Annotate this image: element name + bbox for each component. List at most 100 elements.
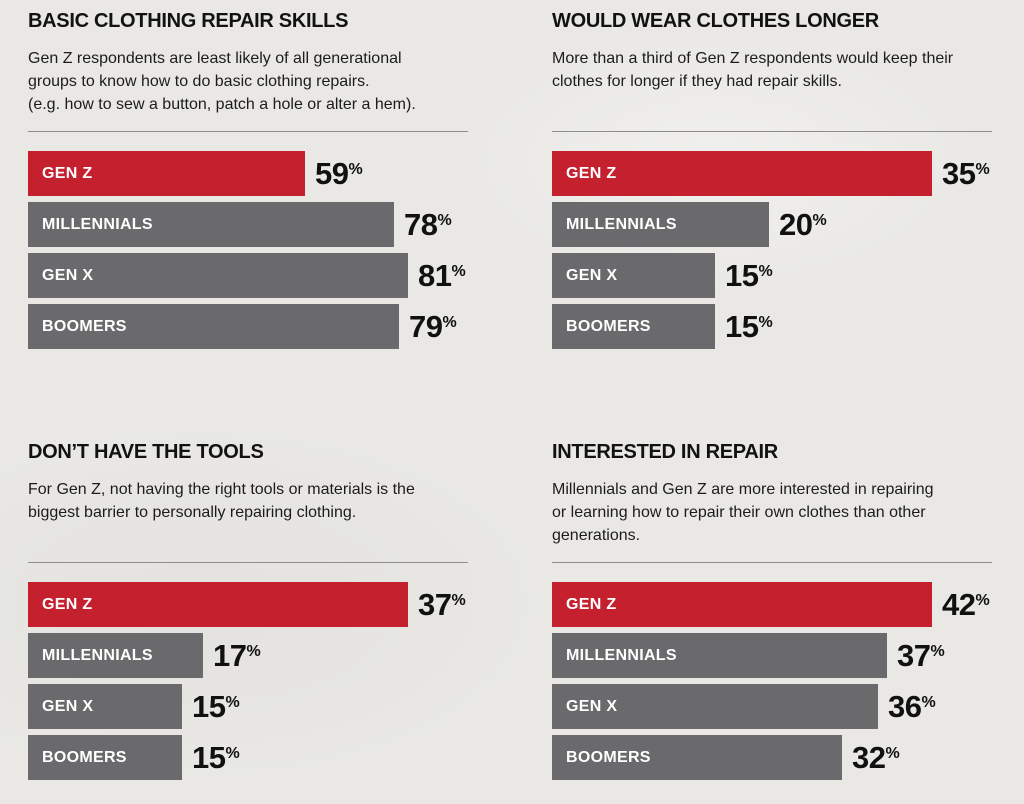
bar-millennials: MILLENNIALS [552, 202, 769, 247]
bar-chart: GEN Z 35% MILLENNIALS 20% GEN X 15% BOOM… [552, 151, 992, 355]
percent-sign: % [442, 313, 457, 331]
bar-label: GEN Z [42, 595, 93, 613]
bar-label: GEN X [566, 697, 618, 715]
percent-sign: % [437, 211, 452, 229]
bar-label: GEN X [566, 266, 618, 284]
chart-dont-have-the-tools: DON’T HAVE THE TOOLS For Gen Z, not havi… [28, 431, 468, 804]
bar-row-boomers: BOOMERS 15% [28, 735, 468, 780]
bar-label: BOOMERS [566, 748, 651, 766]
bar-value: 42% [942, 586, 990, 622]
percent-sign: % [921, 693, 936, 711]
bar-boomers: BOOMERS [28, 304, 399, 349]
bar-label: GEN Z [566, 164, 617, 182]
percent-sign: % [225, 693, 240, 711]
chart-description: Gen Z respondents are least likely of al… [28, 50, 416, 113]
bar-row-gen-z: GEN Z 35% [552, 151, 992, 196]
chart-interested-in-repair: INTERESTED IN REPAIR Millennials and Gen… [552, 431, 992, 804]
bar-row-gen-x: GEN X 15% [552, 253, 992, 298]
bar-chart: GEN Z 37% MILLENNIALS 17% GEN X 15% BOOM… [28, 582, 468, 786]
bar-gen-x: GEN X [552, 253, 715, 298]
bar-gen-z: GEN Z [28, 582, 408, 627]
bar-value: 20% [779, 206, 827, 242]
chart-title: BASIC CLOTHING REPAIR SKILLS [28, 10, 349, 32]
percent-sign: % [812, 211, 827, 229]
bar-label: MILLENNIALS [566, 646, 677, 664]
bar-boomers: BOOMERS [552, 735, 842, 780]
percent-sign: % [451, 262, 466, 280]
bar-label: GEN X [42, 697, 94, 715]
bar-boomers: BOOMERS [28, 735, 182, 780]
divider [28, 562, 468, 563]
bar-label: MILLENNIALS [42, 646, 153, 664]
chart-title: DON’T HAVE THE TOOLS [28, 441, 264, 463]
bar-row-gen-x: GEN X 81% [28, 253, 468, 298]
bar-row-boomers: BOOMERS 79% [28, 304, 468, 349]
percent-sign: % [758, 262, 773, 280]
bar-label: MILLENNIALS [566, 215, 677, 233]
bar-value: 37% [897, 637, 945, 673]
bar-boomers: BOOMERS [552, 304, 715, 349]
percent-sign: % [348, 160, 363, 178]
bar-row-boomers: BOOMERS 32% [552, 735, 992, 780]
bar-value: 35% [942, 155, 990, 191]
bar-row-boomers: BOOMERS 15% [552, 304, 992, 349]
percent-sign: % [758, 313, 773, 331]
chart-basic-clothing-repair-skills: BASIC CLOTHING REPAIR SKILLS Gen Z respo… [28, 0, 468, 431]
divider [28, 131, 468, 132]
bar-millennials: MILLENNIALS [552, 633, 887, 678]
bar-row-millennials: MILLENNIALS 37% [552, 633, 992, 678]
bar-label: BOOMERS [566, 317, 651, 335]
bar-value: 36% [888, 688, 936, 724]
percent-sign: % [225, 744, 240, 762]
bar-value: 78% [404, 206, 452, 242]
bar-label: GEN X [42, 266, 94, 284]
bar-chart: GEN Z 42% MILLENNIALS 37% GEN X 36% BOOM… [552, 582, 992, 786]
bar-value: 79% [409, 308, 457, 344]
bar-row-millennials: MILLENNIALS 78% [28, 202, 468, 247]
bar-millennials: MILLENNIALS [28, 633, 203, 678]
bar-gen-x: GEN X [552, 684, 878, 729]
percent-sign: % [451, 591, 466, 609]
bar-gen-z: GEN Z [552, 151, 932, 196]
divider [552, 131, 992, 132]
chart-title: INTERESTED IN REPAIR [552, 441, 778, 463]
bar-gen-x: GEN X [28, 253, 408, 298]
percent-sign: % [975, 591, 990, 609]
chart-description: For Gen Z, not having the right tools or… [28, 481, 415, 521]
bar-chart: GEN Z 59% MILLENNIALS 78% GEN X 81% BOOM… [28, 151, 468, 355]
bar-gen-x: GEN X [28, 684, 182, 729]
percent-sign: % [930, 642, 945, 660]
bar-value: 32% [852, 739, 900, 775]
bar-value: 17% [213, 637, 261, 673]
bar-label: BOOMERS [42, 317, 127, 335]
percent-sign: % [885, 744, 900, 762]
bar-millennials: MILLENNIALS [28, 202, 394, 247]
bar-value: 59% [315, 155, 363, 191]
bar-row-gen-z: GEN Z 59% [28, 151, 468, 196]
bar-row-gen-x: GEN X 36% [552, 684, 992, 729]
bar-value: 81% [418, 257, 466, 293]
bar-label: GEN Z [42, 164, 93, 182]
bar-row-gen-z: GEN Z 37% [28, 582, 468, 627]
chart-title: WOULD WEAR CLOTHES LONGER [552, 10, 879, 32]
percent-sign: % [975, 160, 990, 178]
bar-value: 15% [192, 739, 240, 775]
bar-label: BOOMERS [42, 748, 127, 766]
bar-row-millennials: MILLENNIALS 17% [28, 633, 468, 678]
bar-row-millennials: MILLENNIALS 20% [552, 202, 992, 247]
bar-row-gen-z: GEN Z 42% [552, 582, 992, 627]
bar-label: MILLENNIALS [42, 215, 153, 233]
chart-description: Millennials and Gen Z are more intereste… [552, 481, 934, 544]
bar-value: 15% [192, 688, 240, 724]
bar-label: GEN Z [566, 595, 617, 613]
percent-sign: % [246, 642, 261, 660]
chart-description: More than a third of Gen Z respondents w… [552, 50, 954, 90]
bar-value: 15% [725, 308, 773, 344]
bar-gen-z: GEN Z [28, 151, 305, 196]
bar-gen-z: GEN Z [552, 582, 932, 627]
bar-value: 37% [418, 586, 466, 622]
bar-value: 15% [725, 257, 773, 293]
divider [552, 562, 992, 563]
bar-row-gen-x: GEN X 15% [28, 684, 468, 729]
